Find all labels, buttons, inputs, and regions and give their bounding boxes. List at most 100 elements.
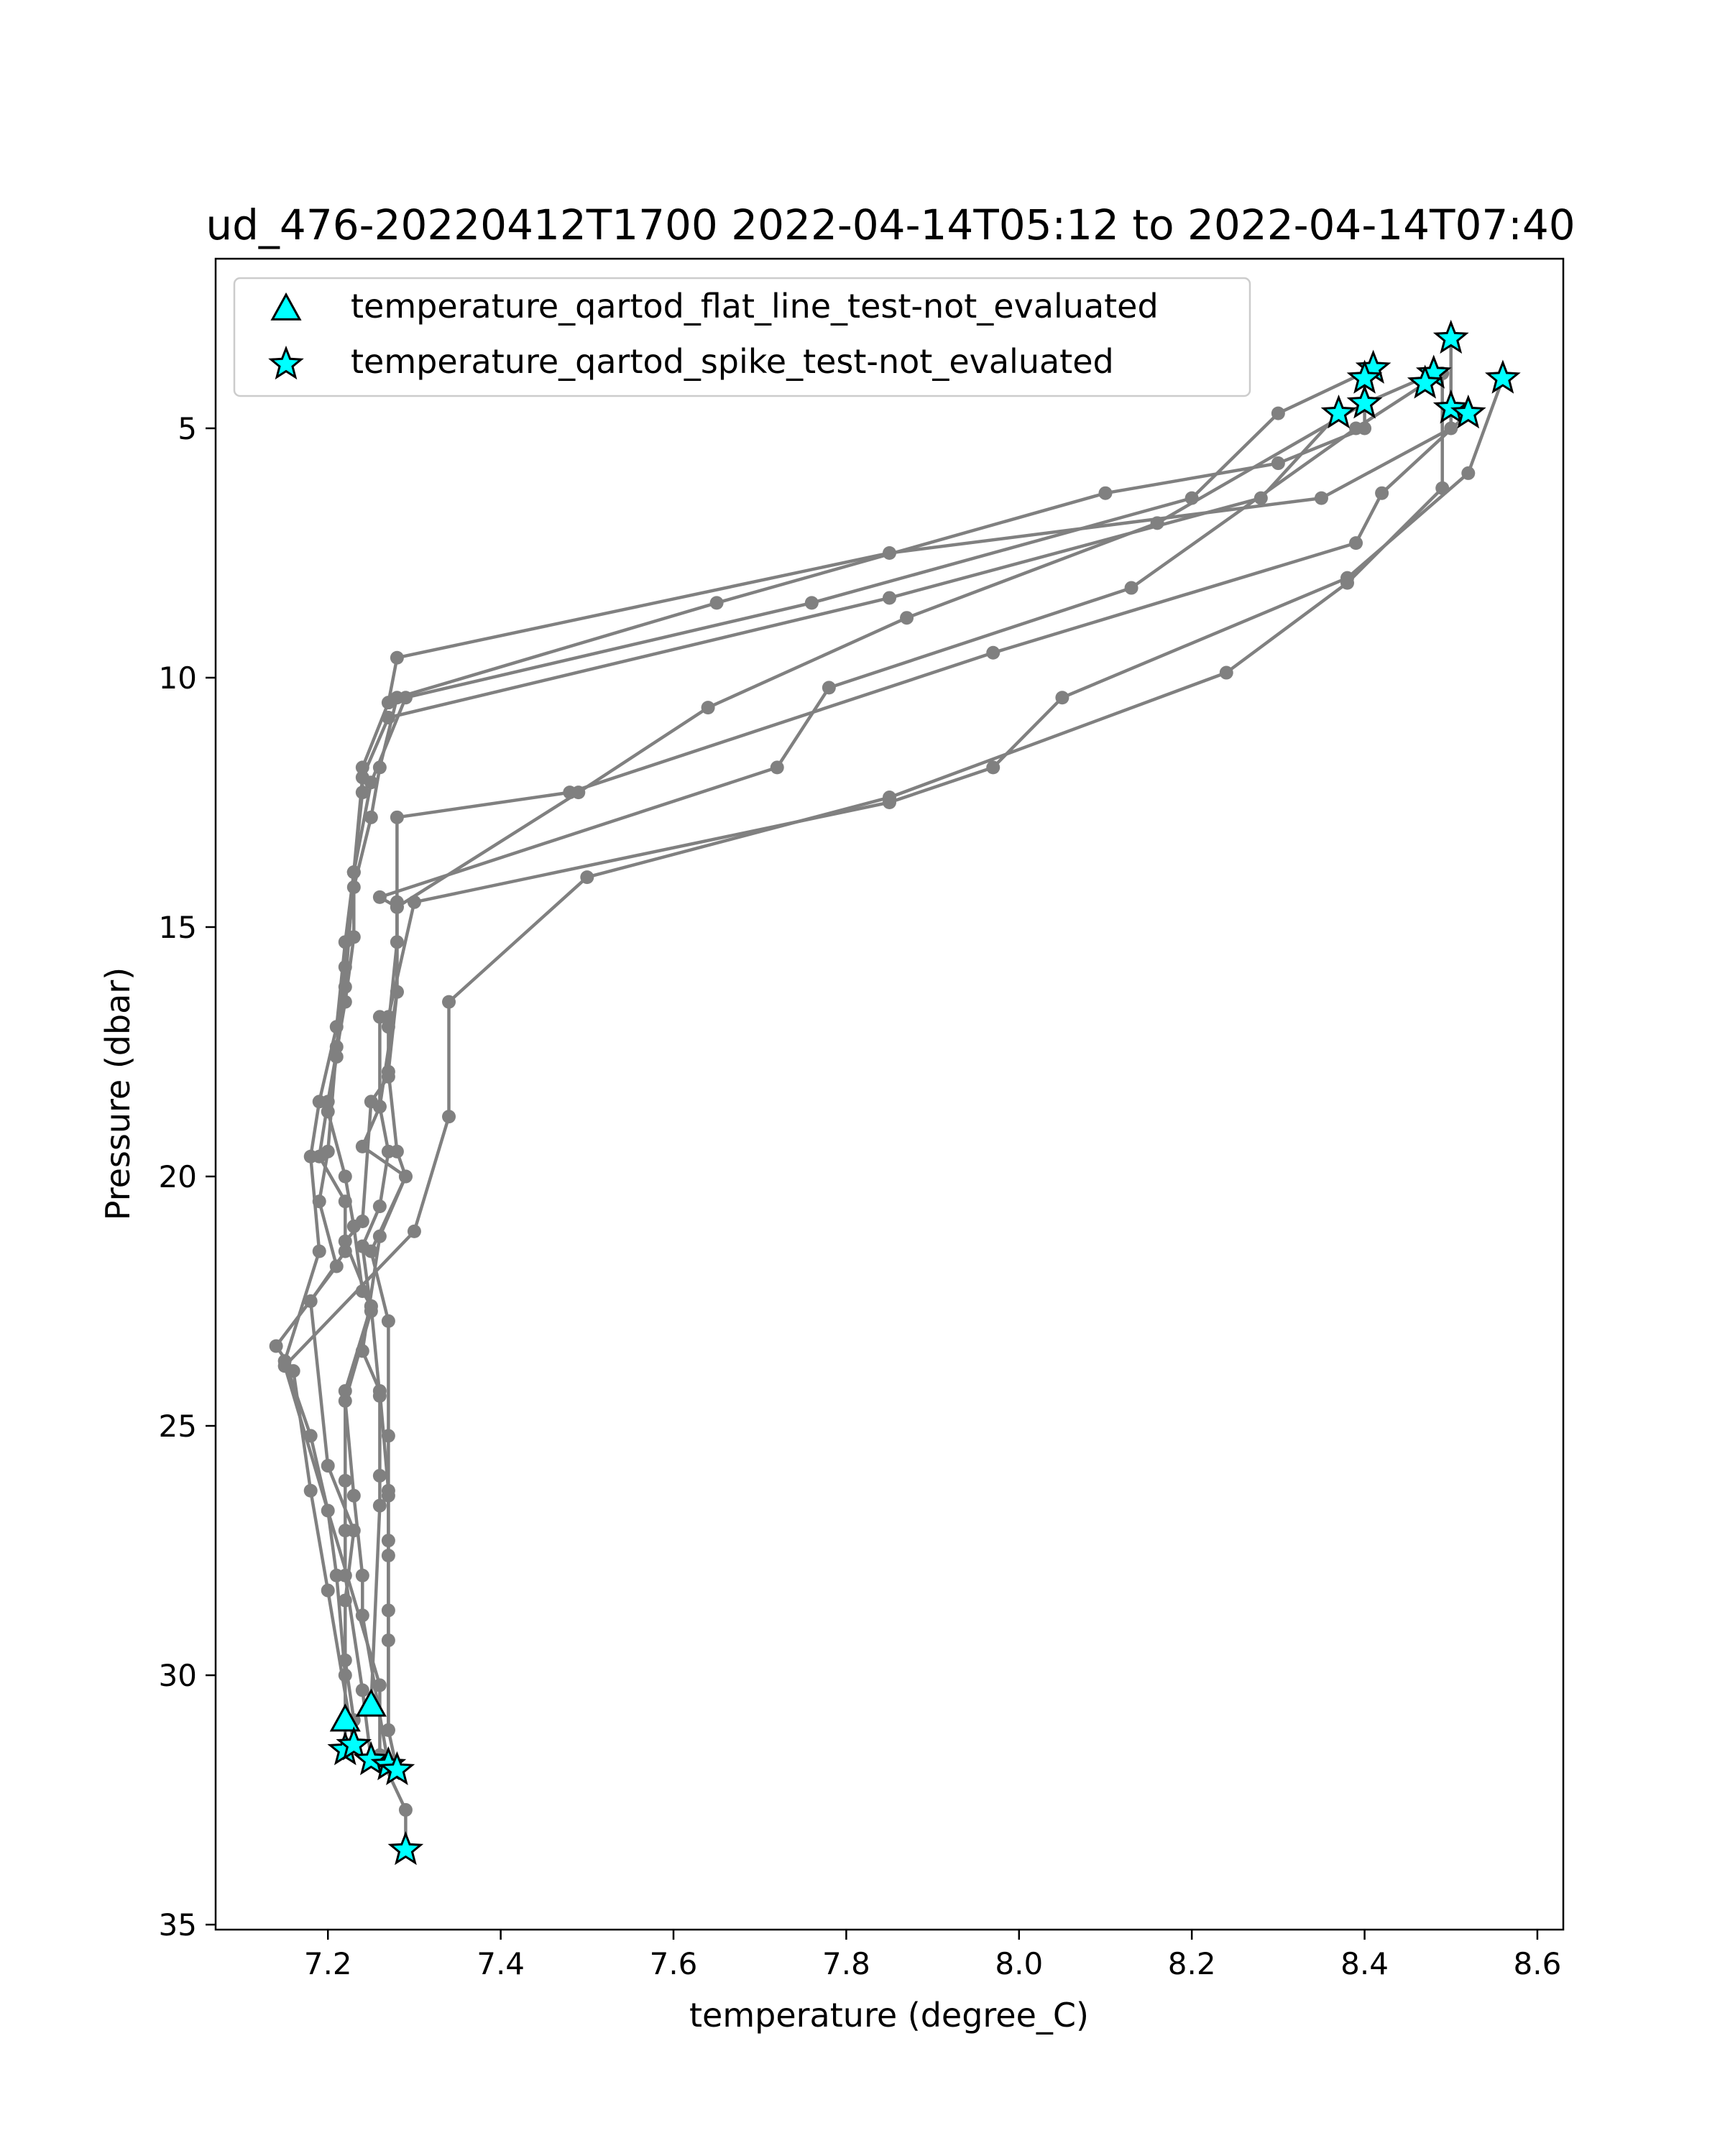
profile-series bbox=[269, 331, 1510, 1857]
data-point bbox=[381, 1483, 395, 1498]
qartod-flags bbox=[327, 319, 1521, 1866]
data-point bbox=[1271, 406, 1285, 420]
data-point bbox=[338, 1524, 352, 1538]
data-point bbox=[1098, 486, 1113, 500]
data-point bbox=[381, 1548, 395, 1562]
spike-flag-marker bbox=[1432, 319, 1469, 354]
plot-area bbox=[214, 257, 1565, 1931]
data-point bbox=[1314, 491, 1328, 505]
data-point bbox=[312, 1194, 326, 1209]
chart-title: ud_476-20220412T1700 2022-04-14T05:12 to… bbox=[206, 201, 1575, 249]
y-tick-label: 5 bbox=[178, 411, 197, 446]
data-point bbox=[355, 1214, 369, 1228]
data-point bbox=[442, 1110, 456, 1124]
legend-box bbox=[233, 277, 1251, 397]
data-point bbox=[303, 1294, 318, 1309]
data-point bbox=[372, 1468, 387, 1483]
data-point bbox=[804, 596, 819, 610]
data-point bbox=[381, 711, 395, 725]
x-tick-label: 7.2 bbox=[304, 1946, 352, 1981]
data-point bbox=[1219, 665, 1233, 680]
x-tick-label: 8.6 bbox=[1514, 1946, 1562, 1981]
data-point bbox=[390, 810, 404, 824]
y-tick-label: 10 bbox=[159, 660, 197, 696]
data-point bbox=[355, 1139, 369, 1153]
x-tick-label: 8.4 bbox=[1340, 1946, 1389, 1981]
data-point bbox=[269, 1339, 283, 1353]
data-point bbox=[364, 1244, 378, 1258]
y-axis-ticks: 5 10 15 20 25 30 35 bbox=[159, 411, 216, 1943]
data-point bbox=[355, 1344, 369, 1358]
data-point bbox=[372, 1498, 387, 1513]
data-point bbox=[329, 1049, 344, 1064]
data-point bbox=[372, 1383, 387, 1398]
flat-line-flag-marker bbox=[355, 1688, 387, 1717]
y-tick-label: 30 bbox=[159, 1658, 197, 1693]
plot-background bbox=[216, 259, 1563, 1930]
spike-flag-marker bbox=[336, 1726, 372, 1761]
spike-flag-marker bbox=[1484, 359, 1521, 394]
data-point bbox=[1271, 456, 1285, 471]
triangle-marker bbox=[270, 292, 302, 321]
spike-flag-marker bbox=[353, 1741, 390, 1776]
data-point bbox=[346, 865, 361, 880]
x-tick-label: 8.2 bbox=[1168, 1946, 1216, 1981]
data-point bbox=[338, 1169, 352, 1184]
data-point bbox=[372, 1229, 387, 1243]
data-point bbox=[1375, 486, 1389, 500]
profile-series-7 bbox=[355, 372, 1510, 1737]
data-point bbox=[883, 791, 896, 805]
data-point bbox=[338, 1234, 352, 1248]
data-point bbox=[822, 681, 836, 695]
legend-label-spike: temperature_qartod_spike_test-not_evalua… bbox=[351, 342, 1114, 381]
data-point bbox=[900, 611, 914, 625]
legend-triangle-marker bbox=[270, 292, 302, 321]
legend: temperature_qartod_flat_line_test-not_ev… bbox=[233, 277, 1251, 397]
data-point bbox=[381, 1633, 395, 1647]
x-tick-label: 7.8 bbox=[822, 1946, 870, 1981]
data-point bbox=[355, 1683, 369, 1697]
data-point bbox=[372, 890, 387, 904]
data-point bbox=[338, 1473, 352, 1488]
x-axis-label: temperature (degree_C) bbox=[689, 1996, 1089, 2035]
profile-line bbox=[282, 373, 1444, 1850]
spike-flag-marker bbox=[379, 1751, 415, 1786]
data-point bbox=[355, 1568, 369, 1583]
data-point bbox=[1461, 466, 1476, 480]
data-point bbox=[1349, 536, 1363, 550]
y-tick-label: 35 bbox=[159, 1907, 197, 1943]
flat-line-flag-marker bbox=[329, 1703, 361, 1732]
data-point bbox=[398, 1802, 413, 1817]
data-point bbox=[709, 596, 724, 610]
data-point bbox=[355, 770, 369, 785]
y-axis-label: Pressure (dbar) bbox=[98, 967, 137, 1220]
data-point bbox=[312, 1149, 326, 1164]
data-point bbox=[390, 1144, 404, 1158]
data-point bbox=[390, 650, 404, 665]
data-point bbox=[338, 980, 352, 994]
data-point bbox=[563, 786, 577, 800]
data-point bbox=[390, 895, 404, 909]
data-point bbox=[442, 995, 456, 1009]
data-point bbox=[303, 1483, 318, 1498]
data-point bbox=[338, 1393, 352, 1408]
data-point bbox=[312, 1244, 326, 1258]
data-point bbox=[407, 895, 421, 909]
data-point bbox=[372, 1100, 387, 1114]
data-point bbox=[770, 760, 784, 775]
data-point bbox=[381, 1020, 395, 1034]
data-point bbox=[986, 645, 1000, 660]
data-point bbox=[986, 760, 1000, 775]
spike-flag-marker bbox=[1407, 364, 1443, 399]
spike-flag-marker bbox=[1432, 390, 1469, 424]
legend-star-marker bbox=[268, 345, 304, 380]
data-point bbox=[381, 1723, 395, 1737]
data-point bbox=[1055, 691, 1070, 705]
data-point bbox=[580, 870, 594, 885]
data-point bbox=[390, 935, 404, 949]
data-point bbox=[372, 1010, 387, 1024]
x-tick-label: 7.6 bbox=[650, 1946, 698, 1981]
spike-flag-marker bbox=[1450, 394, 1486, 429]
x-tick-label: 8.0 bbox=[995, 1946, 1043, 1981]
